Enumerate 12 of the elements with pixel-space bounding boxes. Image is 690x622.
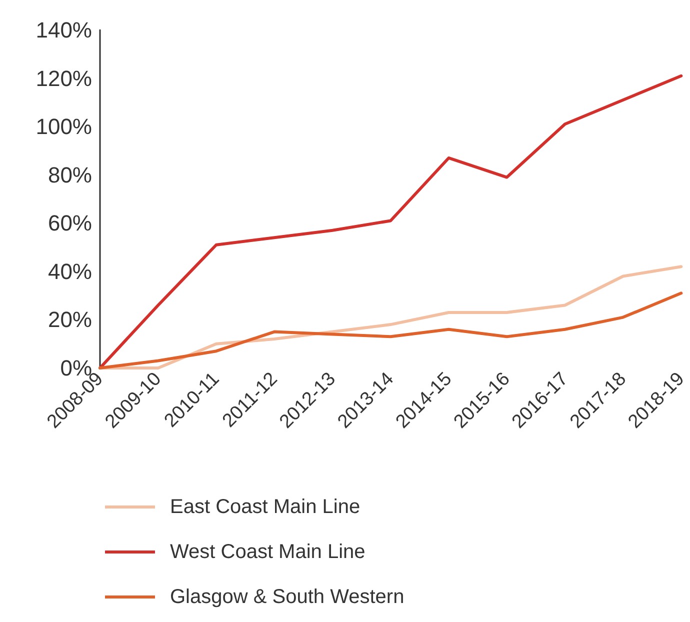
y-tick-label: 100% (36, 114, 92, 140)
line-series (98, 74, 683, 370)
line-series (98, 292, 683, 370)
legend-label: West Coast Main Line (170, 541, 366, 563)
y-tick-label: 80% (48, 162, 92, 188)
y-tick-label: 120% (36, 66, 92, 91)
legend-label: East Coast Main Line (170, 496, 360, 518)
y-tick-label: 20% (48, 307, 92, 332)
y-tick-label: 60% (48, 210, 92, 236)
y-tick-label: 40% (48, 258, 92, 284)
legend-label: Glasgow & South Western (170, 586, 404, 608)
y-tick-label: 140% (36, 18, 92, 42)
